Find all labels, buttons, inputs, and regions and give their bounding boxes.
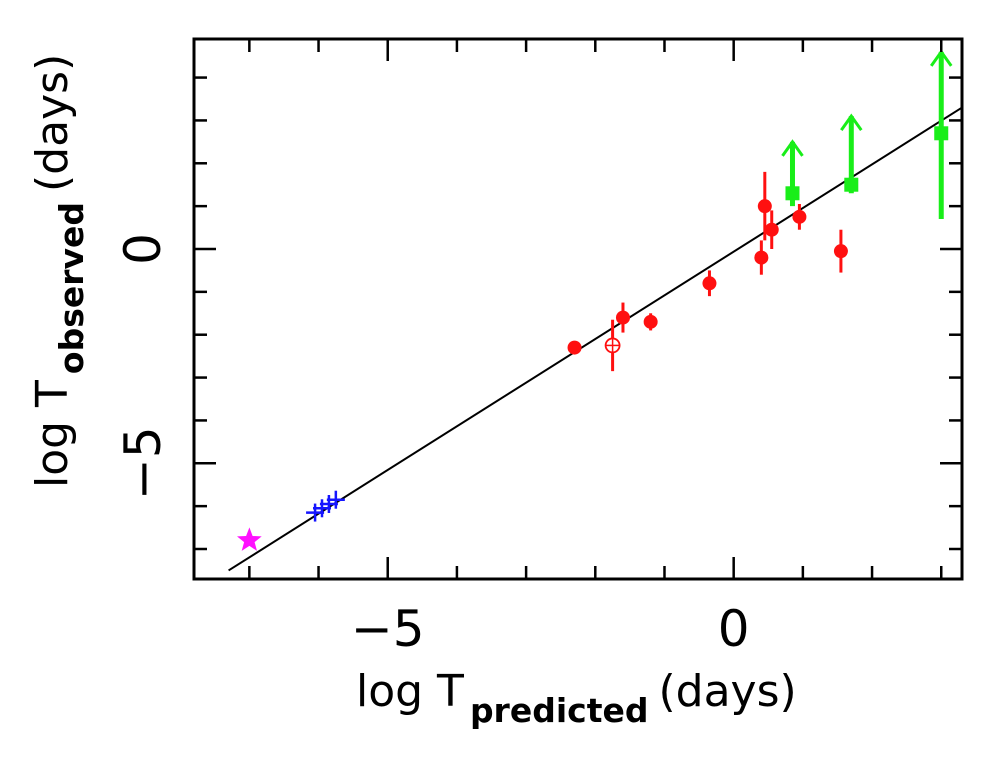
- axis-ticks: [194, 39, 962, 579]
- y-tick-label: −5: [114, 426, 172, 500]
- circle-marker: [643, 314, 658, 329]
- star-marker: [237, 527, 262, 551]
- x-tick-label: −5: [351, 600, 425, 658]
- circle-marker: [792, 209, 807, 224]
- x-tick-label: 0: [718, 600, 750, 658]
- circle-marker: [833, 244, 848, 259]
- y-tick-label: 0: [114, 233, 172, 265]
- circle-marker: [615, 310, 630, 325]
- y-axis-title: log Tobserved(days): [27, 54, 91, 488]
- square-marker: [844, 177, 859, 192]
- plot-frame: [192, 37, 964, 581]
- circle-marker: [567, 340, 582, 355]
- lower-limit-arrow: [840, 113, 863, 132]
- circle-marker: [702, 276, 717, 291]
- square-marker: [934, 126, 949, 141]
- circle-marker: [764, 222, 779, 237]
- plot-marks: [228, 49, 963, 572]
- circle-marker: [757, 199, 772, 214]
- lower-limit-arrow: [781, 139, 804, 157]
- tick-labels: −5 0 −5 0: [114, 233, 750, 658]
- square-marker: [785, 186, 800, 201]
- fit-line: [228, 106, 963, 572]
- circle-marker: [754, 250, 769, 265]
